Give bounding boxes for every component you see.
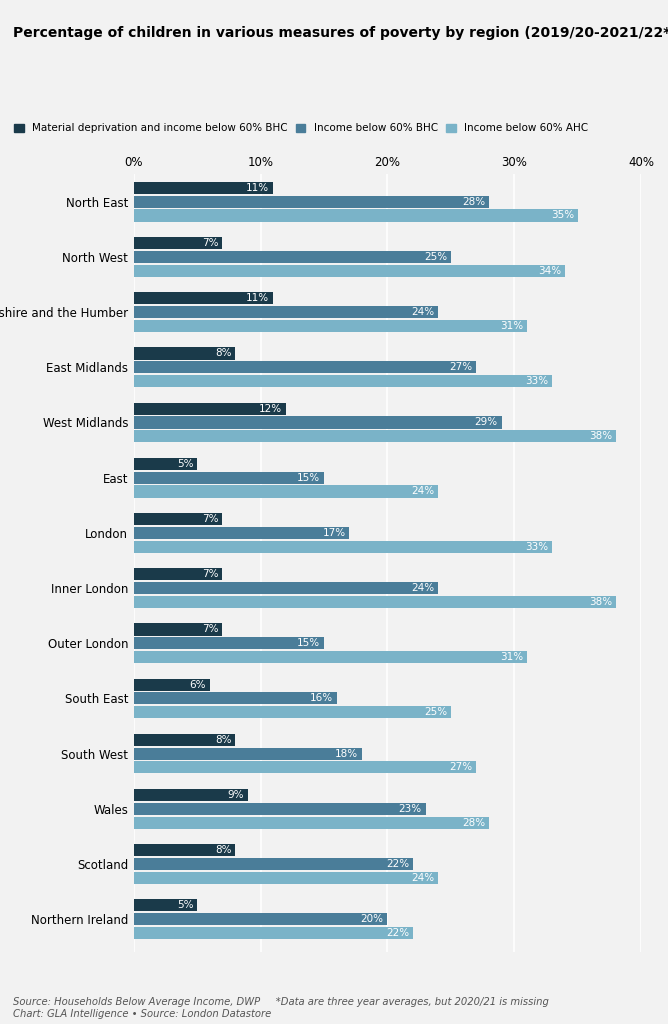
Text: 24%: 24% bbox=[411, 486, 434, 497]
Bar bbox=[134, 679, 210, 691]
Text: 25%: 25% bbox=[424, 252, 447, 262]
Bar bbox=[134, 596, 616, 608]
Bar bbox=[134, 568, 222, 581]
Text: 6%: 6% bbox=[190, 680, 206, 689]
Text: 22%: 22% bbox=[386, 928, 409, 938]
Text: 11%: 11% bbox=[246, 183, 269, 193]
Text: 20%: 20% bbox=[361, 914, 383, 925]
Text: 9%: 9% bbox=[228, 791, 244, 800]
Text: 8%: 8% bbox=[215, 348, 231, 358]
Text: 31%: 31% bbox=[500, 321, 523, 331]
Bar bbox=[134, 707, 451, 718]
Bar bbox=[134, 913, 387, 926]
Text: 27%: 27% bbox=[450, 362, 472, 373]
Text: 38%: 38% bbox=[589, 431, 612, 441]
Text: 8%: 8% bbox=[215, 735, 231, 744]
Bar bbox=[134, 264, 565, 276]
Text: 28%: 28% bbox=[462, 817, 485, 827]
Text: Percentage of children in various measures of poverty by region (2019/20-2021/22: Percentage of children in various measur… bbox=[13, 26, 668, 40]
Bar bbox=[134, 402, 286, 415]
Bar bbox=[134, 858, 413, 870]
Bar bbox=[134, 637, 324, 649]
Bar bbox=[134, 196, 489, 208]
Text: 38%: 38% bbox=[589, 597, 612, 607]
Bar bbox=[134, 734, 235, 745]
Text: 33%: 33% bbox=[526, 542, 548, 552]
Bar bbox=[134, 871, 438, 884]
Text: 28%: 28% bbox=[462, 197, 485, 207]
Text: 27%: 27% bbox=[450, 763, 472, 772]
Bar bbox=[134, 816, 489, 828]
Bar bbox=[134, 899, 197, 911]
Text: 11%: 11% bbox=[246, 293, 269, 303]
Text: 24%: 24% bbox=[411, 583, 434, 593]
Bar bbox=[134, 237, 222, 249]
Bar bbox=[134, 251, 451, 263]
Bar bbox=[134, 458, 197, 470]
Text: 16%: 16% bbox=[310, 693, 333, 703]
Text: 35%: 35% bbox=[551, 211, 574, 220]
Bar bbox=[134, 762, 476, 773]
Text: 5%: 5% bbox=[177, 900, 193, 910]
Text: 24%: 24% bbox=[411, 872, 434, 883]
Bar bbox=[134, 526, 349, 539]
Text: 7%: 7% bbox=[202, 625, 218, 635]
Bar bbox=[134, 319, 527, 332]
Bar bbox=[134, 306, 438, 318]
Bar bbox=[134, 541, 552, 553]
Bar bbox=[134, 292, 273, 304]
Text: 29%: 29% bbox=[475, 418, 498, 427]
Text: 17%: 17% bbox=[323, 527, 345, 538]
Bar bbox=[134, 803, 426, 815]
Bar bbox=[134, 927, 413, 939]
Bar bbox=[134, 748, 362, 760]
Bar bbox=[134, 182, 273, 194]
Text: 7%: 7% bbox=[202, 514, 218, 524]
Bar bbox=[134, 624, 222, 636]
Text: 15%: 15% bbox=[297, 473, 320, 482]
Text: 5%: 5% bbox=[177, 459, 193, 469]
Text: 24%: 24% bbox=[411, 307, 434, 317]
Text: 7%: 7% bbox=[202, 569, 218, 580]
Text: 34%: 34% bbox=[538, 265, 561, 275]
Text: 33%: 33% bbox=[526, 376, 548, 386]
Text: 31%: 31% bbox=[500, 652, 523, 663]
Text: 23%: 23% bbox=[399, 804, 422, 814]
Text: 18%: 18% bbox=[335, 749, 358, 759]
Legend: Material deprivation and income below 60% BHC, Income below 60% BHC, Income belo: Material deprivation and income below 60… bbox=[15, 123, 588, 133]
Bar bbox=[134, 347, 235, 359]
Text: 8%: 8% bbox=[215, 845, 231, 855]
Text: 15%: 15% bbox=[297, 638, 320, 648]
Text: 22%: 22% bbox=[386, 859, 409, 869]
Bar bbox=[134, 788, 248, 801]
Bar bbox=[134, 430, 616, 442]
Text: 25%: 25% bbox=[424, 708, 447, 717]
Text: Source: Households Below Average Income, DWP     *Data are three year averages, : Source: Households Below Average Income,… bbox=[13, 997, 549, 1019]
Bar bbox=[134, 844, 235, 856]
Text: 7%: 7% bbox=[202, 238, 218, 248]
Bar bbox=[134, 651, 527, 664]
Text: 12%: 12% bbox=[259, 403, 282, 414]
Bar bbox=[134, 582, 438, 594]
Bar bbox=[134, 692, 337, 705]
Bar bbox=[134, 209, 578, 221]
Bar bbox=[134, 417, 502, 428]
Bar bbox=[134, 513, 222, 525]
Bar bbox=[134, 472, 324, 483]
Bar bbox=[134, 375, 552, 387]
Bar bbox=[134, 361, 476, 374]
Bar bbox=[134, 485, 438, 498]
